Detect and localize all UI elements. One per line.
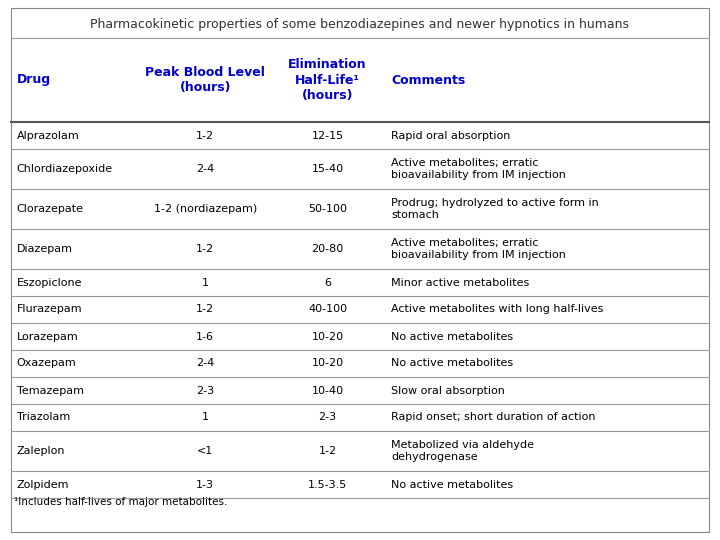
Text: 2-3: 2-3 xyxy=(196,386,215,395)
Text: Rapid oral absorption: Rapid oral absorption xyxy=(391,131,510,140)
Text: 1-6: 1-6 xyxy=(196,332,215,341)
Text: 2-3: 2-3 xyxy=(318,413,337,422)
Text: Flurazepam: Flurazepam xyxy=(17,305,82,314)
Text: 1-2: 1-2 xyxy=(196,131,215,140)
Text: 12-15: 12-15 xyxy=(312,131,343,140)
Text: <1: <1 xyxy=(197,446,213,456)
Text: 1-2: 1-2 xyxy=(196,244,215,254)
Text: Rapid onset; short duration of action: Rapid onset; short duration of action xyxy=(391,413,595,422)
Text: Comments: Comments xyxy=(391,73,465,86)
Text: Pharmacokinetic properties of some benzodiazepines and newer hypnotics in humans: Pharmacokinetic properties of some benzo… xyxy=(91,18,629,31)
Text: Temazepam: Temazepam xyxy=(17,386,84,395)
Text: 1: 1 xyxy=(202,278,209,287)
Text: Prodrug; hydrolyzed to active form in
stomach: Prodrug; hydrolyzed to active form in st… xyxy=(391,198,599,220)
Text: Lorazepam: Lorazepam xyxy=(17,332,78,341)
Text: Oxazepam: Oxazepam xyxy=(17,359,76,368)
Text: 40-100: 40-100 xyxy=(308,305,347,314)
Text: 1-2: 1-2 xyxy=(318,446,337,456)
Text: 10-20: 10-20 xyxy=(312,359,343,368)
Text: Eszopiclone: Eszopiclone xyxy=(17,278,82,287)
Text: 1.5-3.5: 1.5-3.5 xyxy=(308,480,347,489)
Text: Minor active metabolites: Minor active metabolites xyxy=(391,278,529,287)
Text: Diazepam: Diazepam xyxy=(17,244,73,254)
Text: Metabolized via aldehyde
dehydrogenase: Metabolized via aldehyde dehydrogenase xyxy=(391,440,534,462)
Text: No active metabolites: No active metabolites xyxy=(391,359,513,368)
Text: 20-80: 20-80 xyxy=(312,244,343,254)
Text: 6: 6 xyxy=(324,278,331,287)
Text: Active metabolites; erratic
bioavailability from IM injection: Active metabolites; erratic bioavailabil… xyxy=(391,158,566,180)
Text: No active metabolites: No active metabolites xyxy=(391,480,513,489)
Text: Zaleplon: Zaleplon xyxy=(17,446,65,456)
Text: No active metabolites: No active metabolites xyxy=(391,332,513,341)
Text: Peak Blood Level
(hours): Peak Blood Level (hours) xyxy=(145,65,265,94)
Text: 50-100: 50-100 xyxy=(308,204,347,214)
Text: Clorazepate: Clorazepate xyxy=(17,204,84,214)
Text: Drug: Drug xyxy=(17,73,50,86)
Text: 2-4: 2-4 xyxy=(196,164,215,174)
Text: Active metabolites; erratic
bioavailability from IM injection: Active metabolites; erratic bioavailabil… xyxy=(391,238,566,260)
Text: Chlordiazepoxide: Chlordiazepoxide xyxy=(17,164,113,174)
Text: 10-20: 10-20 xyxy=(312,332,343,341)
Text: 15-40: 15-40 xyxy=(312,164,343,174)
Text: 2-4: 2-4 xyxy=(196,359,215,368)
Text: ¹Includes half-lives of major metabolites.: ¹Includes half-lives of major metabolite… xyxy=(14,497,228,507)
Text: 10-40: 10-40 xyxy=(312,386,343,395)
Text: Elimination
Half-Life¹
(hours): Elimination Half-Life¹ (hours) xyxy=(288,57,367,103)
Text: 1-2 (nordiazepam): 1-2 (nordiazepam) xyxy=(153,204,257,214)
Text: Triazolam: Triazolam xyxy=(17,413,70,422)
Text: 1: 1 xyxy=(202,413,209,422)
Text: Zolpidem: Zolpidem xyxy=(17,480,69,489)
Text: 1-2: 1-2 xyxy=(196,305,215,314)
Text: Active metabolites with long half-lives: Active metabolites with long half-lives xyxy=(391,305,603,314)
Text: Slow oral absorption: Slow oral absorption xyxy=(391,386,505,395)
Text: Alprazolam: Alprazolam xyxy=(17,131,79,140)
Text: 1-3: 1-3 xyxy=(196,480,215,489)
